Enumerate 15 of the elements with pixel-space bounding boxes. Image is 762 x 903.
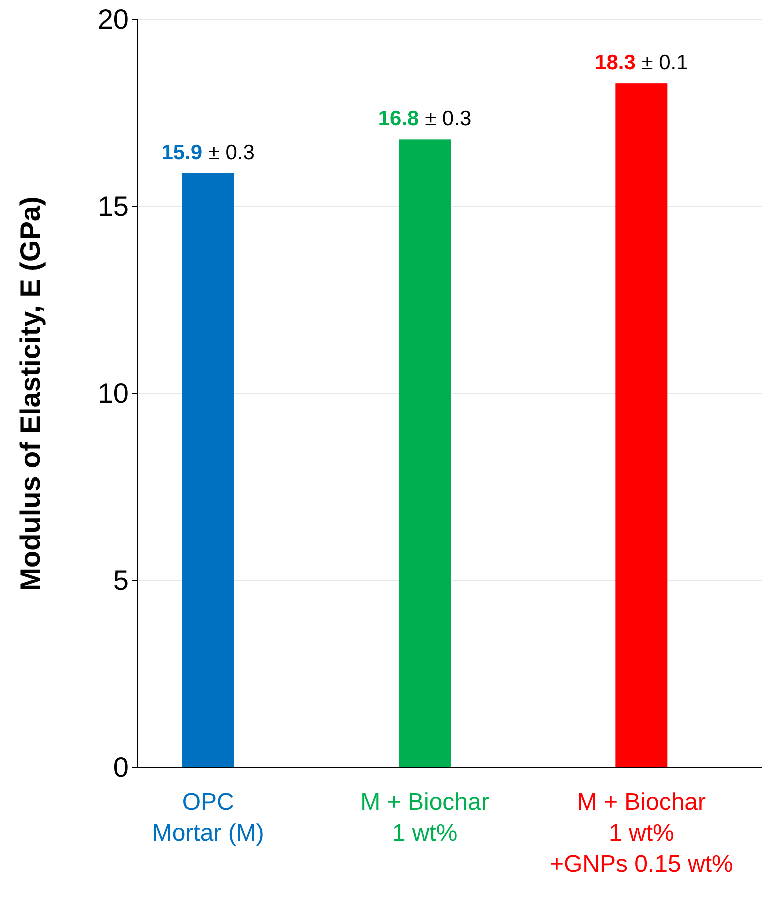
- y-tick-label: 0: [113, 752, 129, 783]
- bar: [399, 140, 451, 768]
- x-tick-label: M + Biochar 1 wt% +GNPs 0.15 wt%: [550, 789, 734, 878]
- data-label: 15.9 ± 0.3: [162, 141, 255, 164]
- x-tick-label: OPC Mortar (M): [152, 789, 264, 847]
- bar: [182, 173, 234, 768]
- data-label: 16.8 ± 0.3: [378, 108, 472, 131]
- y-tick-label: 20: [98, 4, 129, 35]
- y-axis-title: Modulus of Elasticity, E (GPa): [15, 196, 46, 592]
- y-tick-label: 10: [98, 378, 129, 409]
- bar: [616, 84, 668, 768]
- y-tick-label: 15: [98, 190, 129, 222]
- y-tick-label: 5: [113, 564, 129, 596]
- data-label: 18.3 ± 0.1: [595, 52, 688, 75]
- x-tick-label: M + Biochar 1 wt%: [360, 789, 490, 847]
